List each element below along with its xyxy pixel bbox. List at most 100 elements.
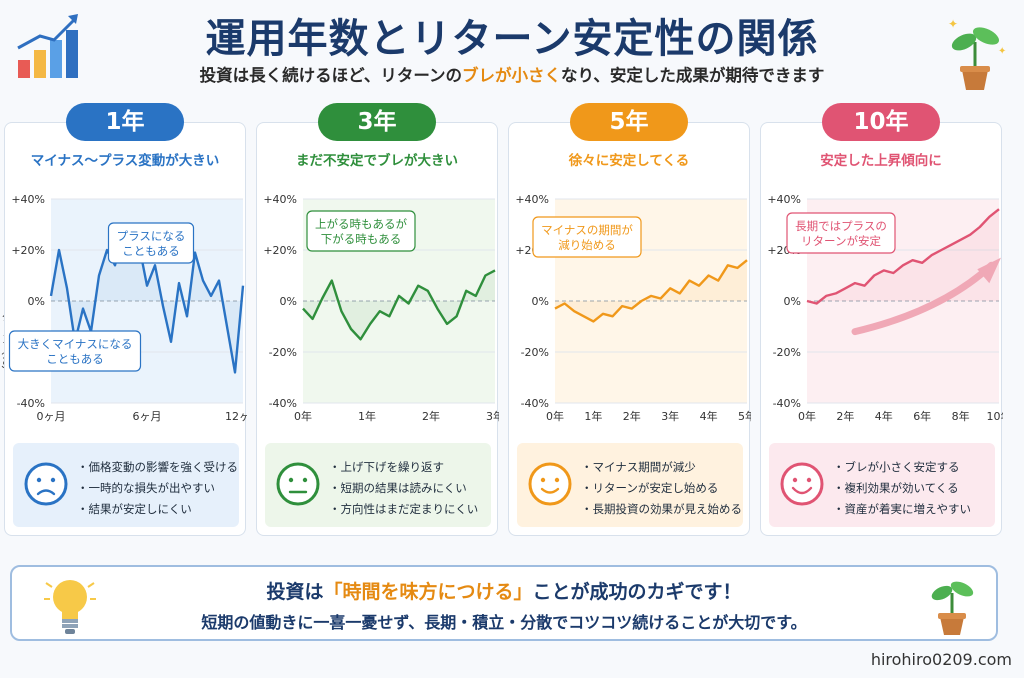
note-item: 一時的な損失が出やすい [77, 478, 238, 499]
note-item: 短期の結果は読みにくい [329, 478, 478, 499]
trend-arrow [851, 261, 995, 336]
y-tick-label: +40% [515, 193, 549, 206]
panel-3: 5年 徐々に安定してくる +40% +20% 0% -20% -40% 0年 1年 2年 3年 4年 5… [508, 103, 751, 536]
sad-face-icon [24, 462, 68, 506]
note-item: 価格変動の影響を強く受ける [77, 457, 239, 478]
bar-chart-icon [17, 14, 78, 78]
period-badge: 10年 [822, 103, 940, 141]
callout-text: リターンが安定 [801, 234, 881, 248]
y-tick-label: +20% [11, 244, 45, 257]
return-line [554, 259, 748, 323]
trend-arrow-head [977, 257, 1001, 284]
callout-text: 上がる時もあるが [315, 217, 407, 231]
x-tick-label: 2年 [836, 409, 854, 423]
note-item: ブレが小さく安定する [833, 457, 971, 478]
area-fill [807, 209, 999, 304]
note-item: マイナス期間が減少 [581, 457, 742, 478]
x-tick-label: 12ヶ月 [225, 410, 247, 423]
svg-text:✦: ✦ [948, 17, 958, 31]
note-item: 方向性はまだ定まりにくい [329, 499, 479, 520]
area-fill [51, 232, 243, 373]
return-line [806, 208, 1000, 305]
x-tick-label: 3年 [661, 409, 679, 423]
page-title: 運用年数とリターン安定性の関係 [205, 16, 819, 62]
x-tick-label: 0年 [294, 409, 312, 423]
notes-list: マイナス期間が減少リターンが安定し始める長期投資の効果が見え始める [581, 457, 743, 520]
y-tick-label: -20% [773, 346, 801, 359]
subtitle-post: なり、安定した成果が期待できます [561, 66, 825, 85]
key-message-pre: 投資は [266, 581, 324, 603]
subtitle-highlight: ブレが小さく [462, 66, 561, 85]
y-tick-label: +40% [11, 193, 45, 206]
notes-box: マイナス期間が減少リターンが安定し始める長期投資の効果が見え始める [517, 443, 743, 527]
x-tick-label: 8年 [952, 409, 970, 423]
lightbulb-icon [44, 580, 96, 634]
y-tick-label: -40% [773, 397, 801, 410]
x-tick-label: 6年 [913, 409, 931, 423]
x-tick-label: 0年 [798, 409, 816, 423]
x-tick-label: 3年 [486, 409, 499, 423]
y-tick-label: -40% [521, 397, 549, 410]
notes-box: ブレが小さく安定する複利効果が効いてくる資産が着実に増えやすい [769, 443, 995, 527]
return-chart: +40%+20%0%-20%-40%0年 1年 2年 3年 4年 5年マイナスの期間が減り… [515, 193, 751, 423]
key-message-post: ことが成功のカギです！ [532, 581, 742, 603]
key-message-emphasis: 「時間を味方につける」 [323, 581, 533, 603]
return-chart: +40%+20%0%-20%-40%0年2年4年6年8年10年長期ではプラスのリ… [767, 193, 1004, 423]
site-credit: hirohiro0209.com [870, 650, 1012, 669]
x-tick-label: 1年 [584, 409, 602, 423]
callout-text: プラスになる [117, 229, 186, 243]
panel-1: 1年マイナス〜プラス変動が大きい+40%+20%0%-20%-40%0ヶ月6ヶ月… [4, 103, 247, 536]
note-item: 資産が着実に増えやすい [833, 499, 972, 520]
svg-text:✦: ✦ [998, 46, 1006, 57]
x-tick-label: 10年 [987, 409, 1004, 423]
callout-text: 大きくマイナスになる [18, 337, 133, 351]
panel-heading: マイナス〜プラス変動が大きい [30, 153, 220, 169]
callout-text: 長期ではプラスの [795, 219, 887, 233]
key-message-line1: 投資は「時間を味方につける」ことが成功のカギです！ [12, 577, 996, 604]
x-tick-label: 1年 [358, 409, 376, 423]
note-item: 結果が安定しにくい [77, 499, 238, 520]
callout-text: マイナスの期間が [541, 223, 633, 237]
notes-list: ブレが小さく安定する複利効果が効いてくる資産が着実に増えやすい [833, 457, 972, 520]
note-item: 長期投資の効果が見え始める [581, 499, 743, 520]
y-tick-label: 0% [280, 295, 297, 308]
panel-2: 3年 まだ不安定でブレが大きい +40% +20% 0% -20% -40% 0年 1年 2年 3年… [256, 103, 499, 536]
y-tick-label: +20% [263, 244, 297, 257]
notes-box: 価格変動の影響を強く受ける一時的な損失が出やすい結果が安定しにくい [13, 443, 239, 527]
y-tick-label: -40% [17, 397, 45, 410]
happy-face-icon [780, 462, 824, 506]
y-tick-label: 0% [784, 295, 801, 308]
callout-text: こともある [46, 352, 104, 366]
callout-text: こともある [122, 244, 180, 258]
x-tick-label: 5年 [738, 409, 751, 423]
panel-heading: まだ不安定でブレが大きい [296, 153, 458, 169]
note-item: リターンが安定し始める [581, 478, 742, 499]
x-tick-label: 2年 [422, 409, 440, 423]
y-tick-label: 0% [532, 295, 549, 308]
subtitle-pre: 投資は長く続けるほど、リターンの [199, 66, 462, 85]
y-tick-label: +40% [263, 193, 297, 206]
key-message-line2: 短期の値動きに一喜一憂せず、長期・積立・分散でコツコツ続けることが大切です。 [201, 613, 807, 632]
plant-icon [931, 581, 974, 635]
notes-list: 価格変動の影響を強く受ける一時的な損失が出やすい結果が安定しにくい [77, 457, 239, 520]
area-fill [555, 260, 747, 322]
panel-heading: 安定した上昇傾向に [820, 153, 942, 169]
y-tick-label: -20% [521, 346, 549, 359]
y-tick-label: 0% [28, 295, 45, 308]
period-badge: 3年 [318, 103, 436, 141]
x-tick-label: 4年 [700, 409, 718, 423]
neutral-face-icon [276, 462, 320, 506]
callout-text: 減り始める [558, 238, 616, 252]
y-tick-label: -40% [269, 397, 297, 410]
smile-face-icon [528, 462, 572, 506]
y-tick-label: -20% [269, 346, 297, 359]
x-tick-label: 2年 [623, 409, 641, 423]
period-badge: 1年 [66, 103, 184, 141]
note-item: 上げ下げを繰り返す [329, 457, 478, 478]
return-chart: +40% +20% 0% -20% -40%0年 1年 2年 3年 上がる時もあるが下がる時もあ… [263, 193, 499, 423]
